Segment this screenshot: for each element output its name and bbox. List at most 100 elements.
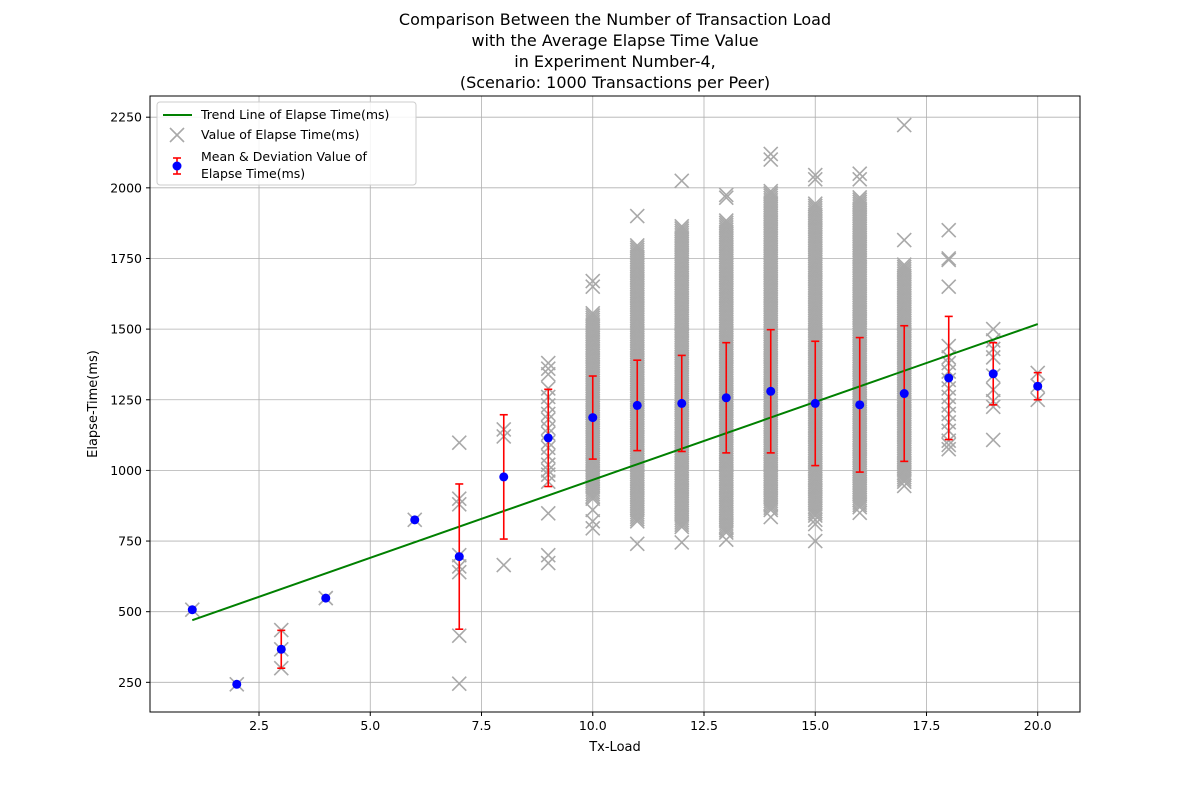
- mean-point: [855, 400, 865, 410]
- scatter-x-stroke: [629, 244, 645, 260]
- scatter-point: [496, 557, 512, 573]
- plot-frame: [149, 95, 1081, 713]
- scatter-point: [540, 355, 556, 371]
- mean-point: [410, 515, 420, 525]
- scatter-x-stroke: [852, 189, 868, 206]
- mean-point: [187, 605, 197, 615]
- scatter-x-stroke: [807, 200, 823, 216]
- scatter-point: [585, 273, 601, 289]
- scatter-band-point: [763, 188, 779, 204]
- title-line-4: (Scenario: 1000 Transactions per Peer): [460, 73, 770, 92]
- scatter-point: [585, 502, 601, 518]
- title-line-3: in Experiment Number-4,: [514, 52, 716, 71]
- mean-point: [232, 679, 242, 689]
- mean-point: [721, 393, 731, 403]
- mean-point: [899, 389, 909, 399]
- legend-trend-label: Trend Line of Elapse Time(ms): [200, 107, 389, 122]
- scatter-x-stroke: [718, 215, 734, 231]
- scatter-point: [718, 190, 734, 206]
- scatter-point: [540, 366, 556, 382]
- scatter-layer: [184, 117, 1046, 692]
- scatter-x-stroke: [674, 173, 690, 189]
- mean-point: [543, 433, 553, 443]
- scatter-x-stroke: [718, 190, 734, 206]
- scatter-band-point: [718, 217, 734, 233]
- scatter-point: [763, 152, 779, 168]
- scatter-x-stroke: [585, 513, 601, 529]
- scatter-x-stroke: [629, 536, 645, 552]
- scatter-point: [896, 232, 912, 248]
- scatter-x-stroke: [585, 279, 601, 295]
- scatter-band-point: [674, 225, 690, 241]
- y-tick-label: 1500: [110, 322, 142, 337]
- scatter-x-stroke: [807, 167, 823, 183]
- scatter-point: [718, 187, 734, 203]
- scatter-x-stroke: [807, 512, 823, 528]
- scatter-x-stroke: [629, 242, 645, 258]
- chart-title: Comparison Between the Number of Transac…: [399, 10, 831, 92]
- scatter-x-stroke: [585, 520, 601, 536]
- mean-point: [454, 552, 464, 562]
- scatter-x-stroke: [941, 437, 957, 453]
- scatter-band-point: [674, 220, 690, 237]
- scatter-band-point: [896, 263, 912, 280]
- legend-box: [156, 101, 417, 186]
- scatter-band-point: [629, 240, 645, 256]
- scatter-x-stroke: [629, 240, 645, 256]
- scatter-x-stroke: [585, 273, 601, 289]
- scatter-point: [941, 437, 957, 453]
- scatter-band-point: [674, 223, 690, 239]
- y-tick-label: 1750: [110, 251, 142, 266]
- scatter-x-stroke: [674, 223, 690, 239]
- scatter-band-point: [629, 237, 645, 254]
- trend-layer: [191, 323, 1039, 622]
- scatter-point: [941, 279, 957, 295]
- scatter-band-point: [585, 307, 601, 324]
- scatter-band-point: [585, 310, 601, 326]
- scatter-point: [852, 505, 868, 521]
- x-tick-label: 10.0: [579, 718, 607, 733]
- scatter-point: [451, 628, 467, 644]
- mean-point: [276, 644, 286, 654]
- scatter-x-stroke: [629, 237, 645, 254]
- scatter-point: [451, 676, 467, 692]
- scatter-point: [852, 171, 868, 187]
- scatter-point: [807, 533, 823, 549]
- scatter-x-stroke: [718, 532, 734, 548]
- scatter-point: [941, 222, 957, 238]
- scatter-band-point: [763, 185, 779, 202]
- scatter-x-stroke: [718, 217, 734, 233]
- scatter-x-stroke: [896, 263, 912, 280]
- scatter-band-point: [585, 305, 601, 321]
- scatter-x-stroke: [585, 502, 601, 518]
- legend-scatter-swatch: [169, 127, 185, 143]
- legend-mean-label-line1: Mean & Deviation Value of: [201, 149, 367, 164]
- scatter-x-stroke: [674, 218, 690, 234]
- scatter-point: [985, 321, 1001, 337]
- scatter-point: [852, 166, 868, 182]
- y-tick-label: 1250: [110, 392, 142, 407]
- scatter-x-stroke: [540, 547, 556, 563]
- mean-point: [944, 373, 954, 383]
- scatter-point: [585, 279, 601, 295]
- scatter-point: [540, 505, 556, 521]
- scatter-x-stroke: [718, 187, 734, 203]
- y-tick-label: 2000: [110, 180, 142, 195]
- scatter-x-stroke: [763, 190, 779, 206]
- scatter-x-stroke: [807, 202, 823, 219]
- errorbar-layer: [277, 315, 1042, 670]
- x-tick-label: 5.0: [360, 718, 380, 733]
- scatter-x-stroke: [585, 305, 601, 321]
- scatter-point: [585, 513, 601, 529]
- scatter-point: [674, 173, 690, 189]
- scatter-x-stroke: [852, 194, 868, 210]
- scatter-band-point: [852, 192, 868, 208]
- x-axis-label: Tx-Load: [588, 740, 641, 755]
- scatter-x-stroke: [585, 307, 601, 324]
- scatter-x-stroke: [852, 196, 868, 212]
- scatter-band-point: [585, 312, 601, 328]
- scatter-point: [718, 532, 734, 548]
- x-tick-label: 20.0: [1024, 718, 1052, 733]
- scatter-band-point: [852, 194, 868, 210]
- scatter-point: [941, 250, 957, 267]
